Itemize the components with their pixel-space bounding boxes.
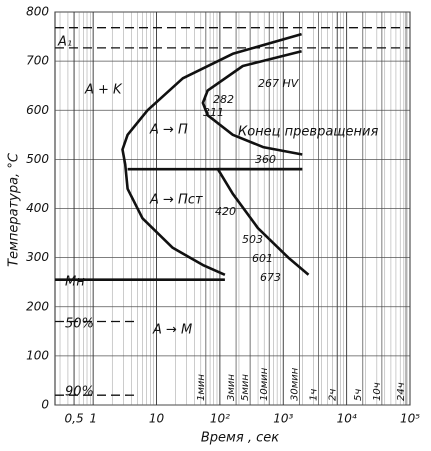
annotation: 282 (213, 93, 234, 106)
annotation: A → П (149, 123, 188, 138)
annotation: A → Пст (149, 193, 203, 208)
annotation: 50% (65, 317, 94, 332)
x-tick-label: 10² (210, 412, 230, 426)
y-tick-label: 800 (26, 5, 49, 19)
y-tick-label: 200 (26, 299, 49, 313)
x-tick-label: 10⁴ (337, 412, 357, 426)
annotation: 420 (215, 205, 236, 218)
x-tick-label: 1 (89, 412, 97, 426)
annotation: Mн (65, 275, 85, 290)
y-tick-label: 500 (26, 152, 49, 166)
annotation: 673 (260, 271, 281, 284)
annotation: 267 HV (258, 77, 300, 90)
x-tick-label: 10 (149, 412, 165, 426)
time-mark-label: 24ч (396, 382, 407, 401)
x-tick-label: 10³ (273, 412, 293, 426)
y-tick-label: 300 (26, 250, 49, 264)
y-tick-label: 0 (41, 398, 49, 412)
x-axis-label: Время , сек (201, 431, 279, 446)
annotation: A₁ (57, 35, 72, 50)
y-tick-label: 600 (26, 103, 49, 117)
time-mark-label: 10ч (372, 382, 383, 401)
y-tick-label: 700 (26, 54, 49, 68)
time-mark-label: 2ч (328, 389, 339, 401)
time-mark-label: 5ч (353, 389, 364, 401)
y-axis-label: Температура, °С (7, 152, 22, 267)
x-tick-label: 0,5 (65, 412, 84, 426)
annotation: 90% (65, 385, 94, 400)
time-mark-label: 5мин (240, 374, 251, 401)
y-tick-label: 100 (26, 348, 49, 362)
annotation: A + K (84, 83, 123, 98)
y-tick-label: 400 (26, 201, 49, 215)
time-mark-label: 1ч (309, 389, 320, 401)
time-mark-label: 1мин (196, 374, 207, 401)
annotation: 601 (252, 252, 273, 265)
annotation: 503 (242, 233, 263, 246)
time-mark-label: 30мин (289, 367, 300, 401)
x-tick-label: 10⁵ (400, 412, 420, 426)
curve (201, 50, 303, 156)
time-mark-label: 10мин (259, 367, 270, 401)
annotation: 360 (255, 153, 276, 166)
annotation: 311 (203, 106, 224, 119)
curve (216, 167, 310, 276)
annotation: Конец превращения (238, 125, 378, 140)
curve (121, 32, 302, 276)
annotation: A → M (152, 323, 192, 338)
time-mark-label: 3мин (226, 374, 237, 401)
